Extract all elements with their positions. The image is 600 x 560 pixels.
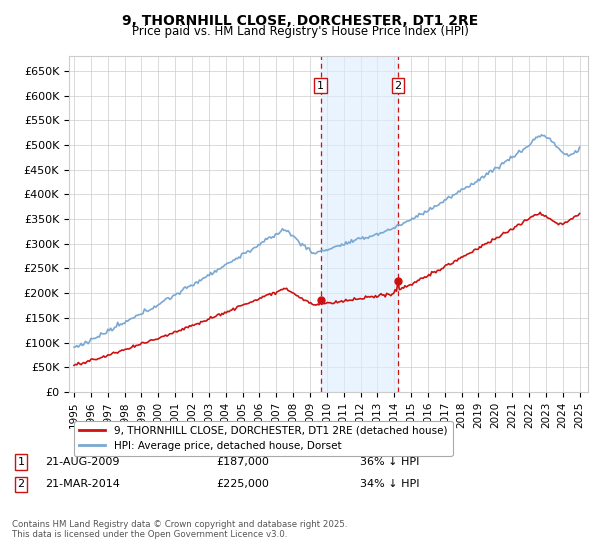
Text: 36% ↓ HPI: 36% ↓ HPI	[360, 457, 419, 467]
Text: 2: 2	[17, 479, 25, 489]
Text: Contains HM Land Registry data © Crown copyright and database right 2025.
This d: Contains HM Land Registry data © Crown c…	[12, 520, 347, 539]
Text: £187,000: £187,000	[216, 457, 269, 467]
Legend: 9, THORNHILL CLOSE, DORCHESTER, DT1 2RE (detached house), HPI: Average price, de: 9, THORNHILL CLOSE, DORCHESTER, DT1 2RE …	[74, 421, 452, 456]
Text: 9, THORNHILL CLOSE, DORCHESTER, DT1 2RE: 9, THORNHILL CLOSE, DORCHESTER, DT1 2RE	[122, 14, 478, 28]
Bar	[321, 56, 398, 392]
Text: 1: 1	[317, 81, 324, 91]
Text: Price paid vs. HM Land Registry's House Price Index (HPI): Price paid vs. HM Land Registry's House …	[131, 25, 469, 38]
Text: 21-AUG-2009: 21-AUG-2009	[45, 457, 119, 467]
Text: £225,000: £225,000	[216, 479, 269, 489]
Text: 34% ↓ HPI: 34% ↓ HPI	[360, 479, 419, 489]
Text: 21-MAR-2014: 21-MAR-2014	[45, 479, 120, 489]
Text: 1: 1	[17, 457, 25, 467]
Text: 2: 2	[394, 81, 401, 91]
